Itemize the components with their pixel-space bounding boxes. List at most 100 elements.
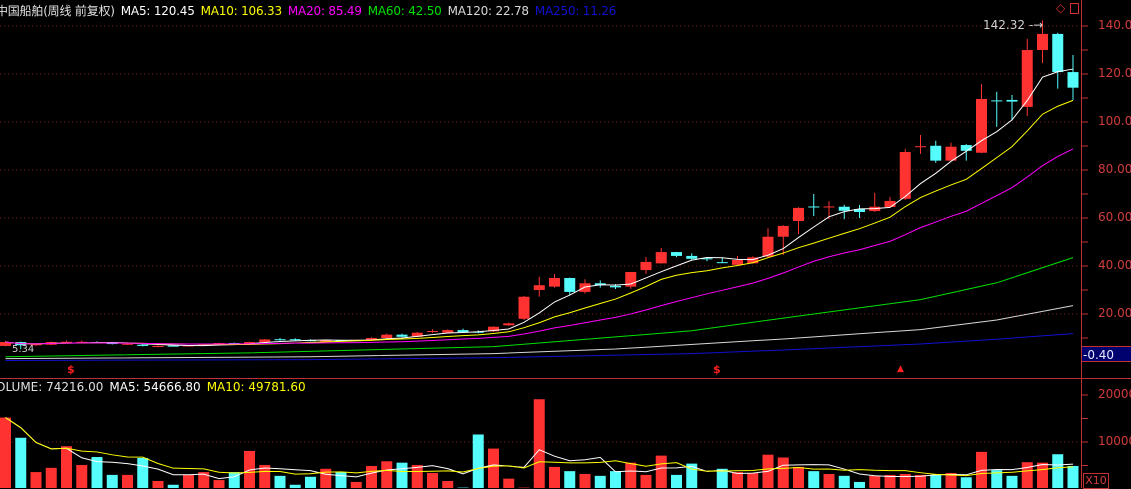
candle-body [671, 252, 682, 256]
candle-body [1007, 100, 1018, 102]
price-tick-label: 20.00 [1098, 306, 1131, 320]
candle-body [808, 206, 819, 207]
volume-bar [336, 472, 347, 488]
volume-bar [61, 446, 72, 488]
volume-bar [625, 463, 636, 488]
volume-value: OLUME: 74216.00 [0, 380, 103, 394]
stock-title: 中国船舶(周线 前复权) [0, 4, 115, 18]
price-tick-label: 40.00 [1098, 258, 1131, 272]
price-readout: -0.40 [1082, 346, 1131, 362]
dollar-marker[interactable]: $ [713, 363, 721, 376]
candle-body [915, 146, 926, 147]
volume-bar [656, 456, 667, 488]
volume-bar [351, 482, 362, 488]
volume-bar [412, 465, 423, 488]
volume-bar [0, 418, 11, 488]
ma250-line [6, 334, 1074, 361]
candle-body [503, 323, 514, 325]
candle-body [137, 345, 148, 346]
candle-body [1022, 50, 1033, 107]
volume-bar [473, 434, 484, 488]
volume-bar [610, 471, 621, 488]
volume-ma10-value: MA10: 49781.60 [207, 380, 306, 394]
volume-bar [869, 476, 880, 488]
ma120-value: MA120: 22.78 [448, 4, 529, 18]
volume-bar [1007, 476, 1018, 488]
volume-bar [137, 458, 148, 488]
volume-bar [503, 479, 514, 488]
volume-bar [366, 466, 377, 488]
ma60-line [6, 258, 1074, 357]
volume-bar [824, 474, 835, 488]
volume-bar [961, 477, 972, 488]
diamond-icon[interactable]: ◇ [1056, 1, 1065, 15]
volume-bar [442, 481, 453, 488]
high-price-value: 142.32 [983, 18, 1025, 32]
candle-body [1068, 72, 1079, 88]
volume-bar [31, 472, 42, 488]
volume-bar [183, 475, 194, 488]
volume-bar [854, 482, 865, 488]
candle-body [656, 252, 667, 263]
candle-body [427, 331, 438, 332]
candle-body [564, 278, 575, 292]
price-tick-label: 100.00 [1098, 114, 1131, 128]
volume-ma5-value: MA5: 54666.80 [109, 380, 200, 394]
candle-body [259, 339, 270, 342]
up-arrow-marker[interactable]: ▲ [897, 364, 904, 374]
volume-bar [534, 399, 545, 488]
volume-bar [214, 480, 225, 488]
candle-body [1037, 34, 1048, 50]
volume-bar [397, 463, 408, 488]
volume-bar [564, 471, 575, 488]
candle-body [900, 152, 911, 199]
candle-body [534, 285, 545, 290]
volume-bar [153, 481, 164, 488]
window-box-icon[interactable] [1070, 3, 1079, 14]
volume-bar [122, 475, 133, 488]
candle-body [930, 146, 941, 161]
volume-legend: OLUME: 74216.00 MA5: 54666.80 MA10: 49781.… [0, 380, 312, 394]
ma20-line [6, 149, 1074, 344]
volume-bar [107, 475, 118, 488]
candle-body [442, 330, 453, 333]
volume-bar [839, 476, 850, 488]
volume-bar [76, 465, 87, 488]
volume-bar [488, 449, 499, 488]
volume-unit-button[interactable]: X10 [1083, 473, 1109, 489]
price-tick-label: 60.00 [1098, 210, 1131, 224]
candle-body [519, 297, 530, 319]
candle-body [580, 283, 591, 292]
volume-bar [580, 474, 591, 488]
candle-body [290, 339, 301, 340]
candle-body [885, 201, 896, 207]
volume-bar [381, 461, 392, 488]
volume-bar [46, 468, 57, 488]
ma20-value: MA20: 85.49 [288, 4, 362, 18]
ma10-line [6, 100, 1074, 344]
candle-body [549, 278, 560, 287]
volume-bar [1052, 454, 1063, 488]
volume-bar [915, 475, 926, 488]
volume-bar [595, 476, 606, 488]
volume-bar [275, 476, 286, 488]
dollar-marker[interactable]: $ [67, 363, 75, 376]
volume-bar [229, 472, 240, 488]
candle-body [961, 145, 972, 151]
volume-bar [1068, 466, 1079, 488]
volume-tick-label: 10000 [1098, 434, 1131, 448]
candle-body [397, 335, 408, 337]
candle-body [122, 344, 133, 345]
candle-body [153, 346, 164, 347]
volume-bar [15, 438, 26, 488]
price-tick-label: 80.00 [1098, 162, 1131, 176]
volume-bar [549, 467, 560, 488]
volume-bar [717, 469, 728, 488]
ma250-value: MA250: 11.26 [535, 4, 616, 18]
high-price-label: 142.32 -→ [983, 18, 1043, 32]
volume-bar [1022, 462, 1033, 488]
price-tick-label: 140.00 [1098, 18, 1131, 32]
price-tick-label: 120.00 [1098, 66, 1131, 80]
